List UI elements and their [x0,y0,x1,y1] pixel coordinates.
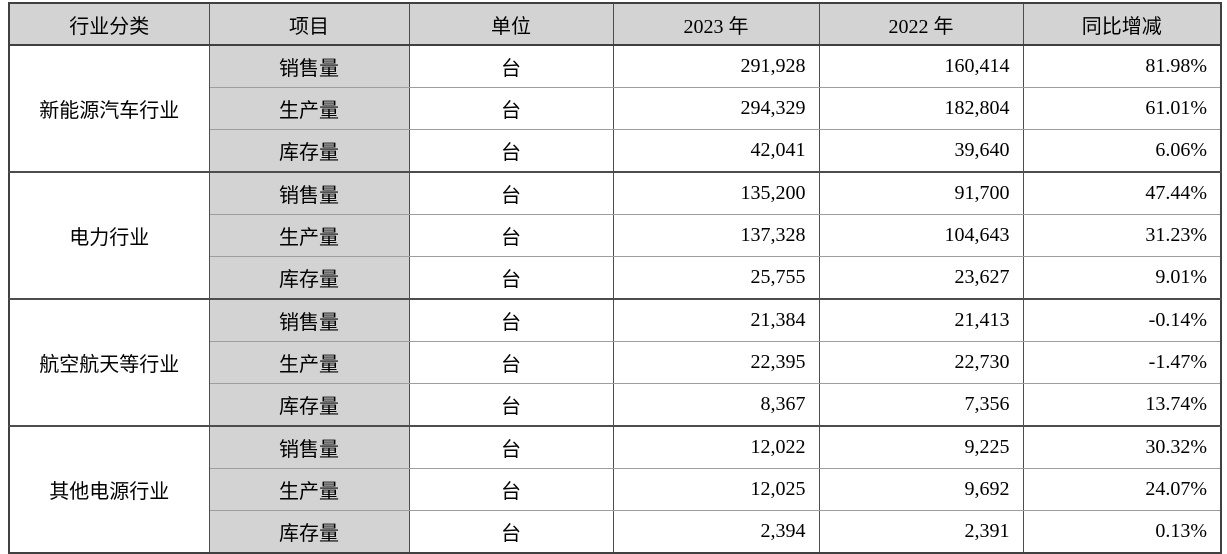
col-header-industry: 行业分类 [8,2,210,46]
table-row: 库存量 台 8,367 7,356 13.74% [9,383,1222,427]
item-cell: 生产量 [208,468,410,511]
unit-cell: 台 [408,383,614,427]
item-cell: 销售量 [208,44,410,88]
industry-cell: 航空航天等行业 [8,298,210,427]
item-cell: 生产量 [208,87,410,130]
item-cell: 库存量 [208,510,410,554]
item-cell: 库存量 [208,383,410,427]
item-cell: 库存量 [208,256,410,300]
yoy-cell: 13.74% [1022,383,1222,427]
col-header-unit: 单位 [408,2,614,46]
value-2022-cell: 21,413 [818,298,1024,342]
value-2022-cell: 23,627 [818,256,1024,300]
table-row: 航空航天等行业 销售量 台 21,384 21,413 -0.14% [8,298,1222,427]
col-header-2022: 2022 年 [818,2,1024,46]
yoy-cell: 6.06% [1022,129,1222,173]
value-2022-cell: 9,225 [818,425,1024,469]
col-header-yoy: 同比增减 [1022,2,1222,46]
unit-cell: 台 [408,129,614,173]
unit-cell: 台 [408,87,614,130]
value-2022-cell: 2,391 [818,510,1024,554]
item-cell: 库存量 [208,129,410,173]
table-row: 库存量 台 25,755 23,627 9.01% [9,256,1222,300]
header-row: 行业分类 项目 单位 2023 年 2022 年 同比增减 [8,2,1222,46]
value-2022-cell: 39,640 [818,129,1024,173]
value-2023-cell: 22,395 [612,341,820,384]
table-row: 生产量 台 294,329 182,804 61.01% [9,87,1222,130]
item-cell: 销售量 [208,425,410,469]
yoy-cell: 0.13% [1022,510,1222,554]
yoy-cell: 9.01% [1022,256,1222,300]
value-2023-cell: 12,025 [612,468,820,511]
unit-cell: 台 [408,256,614,300]
value-2023-cell: 42,041 [612,129,820,173]
industry-cell: 新能源汽车行业 [8,44,210,173]
industry-production-sales-table: 行业分类 项目 单位 2023 年 2022 年 同比增减 新能源汽车行业 销售… [8,2,1222,554]
value-2023-cell: 12,022 [612,425,820,469]
unit-cell: 台 [408,425,614,469]
table-row: 电力行业 销售量 台 135,200 91,700 47.44% [8,171,1222,300]
yoy-cell: 31.23% [1022,214,1222,257]
table-row: 其他电源行业 销售量 台 12,022 9,225 30.32% [8,425,1222,554]
table-row: 生产量 台 137,328 104,643 31.23% [9,214,1222,257]
value-2023-cell: 25,755 [612,256,820,300]
yoy-cell: 47.44% [1022,171,1222,215]
value-2022-cell: 160,414 [818,44,1024,88]
value-2023-cell: 8,367 [612,383,820,427]
value-2023-cell: 135,200 [612,171,820,215]
table-row: 新能源汽车行业 销售量 台 291,928 160,414 81.98% [8,44,1222,173]
col-header-2023: 2023 年 [612,2,820,46]
item-cell: 销售量 [208,298,410,342]
col-header-item: 项目 [208,2,410,46]
yoy-cell: 30.32% [1022,425,1222,469]
value-2023-cell: 2,394 [612,510,820,554]
item-cell: 销售量 [208,171,410,215]
yoy-cell: -1.47% [1022,341,1222,384]
value-2023-cell: 21,384 [612,298,820,342]
unit-cell: 台 [408,298,614,342]
value-2023-cell: 291,928 [612,44,820,88]
industry-cell: 其他电源行业 [8,425,210,554]
unit-cell: 台 [408,214,614,257]
value-2023-cell: 137,328 [612,214,820,257]
yoy-cell: -0.14% [1022,298,1222,342]
value-2022-cell: 182,804 [818,87,1024,130]
unit-cell: 台 [408,171,614,215]
yoy-cell: 61.01% [1022,87,1222,130]
yoy-cell: 24.07% [1022,468,1222,511]
item-cell: 生产量 [208,341,410,384]
yoy-cell: 81.98% [1022,44,1222,88]
value-2022-cell: 22,730 [818,341,1024,384]
industry-cell: 电力行业 [8,171,210,300]
value-2022-cell: 7,356 [818,383,1024,427]
item-cell: 生产量 [208,214,410,257]
unit-cell: 台 [408,44,614,88]
value-2023-cell: 294,329 [612,87,820,130]
unit-cell: 台 [408,468,614,511]
unit-cell: 台 [408,510,614,554]
table-row: 库存量 台 42,041 39,640 6.06% [9,129,1222,173]
unit-cell: 台 [408,341,614,384]
value-2022-cell: 9,692 [818,468,1024,511]
value-2022-cell: 91,700 [818,171,1024,215]
value-2022-cell: 104,643 [818,214,1024,257]
table-row: 生产量 台 12,025 9,692 24.07% [9,468,1222,511]
table-row: 生产量 台 22,395 22,730 -1.47% [9,341,1222,384]
